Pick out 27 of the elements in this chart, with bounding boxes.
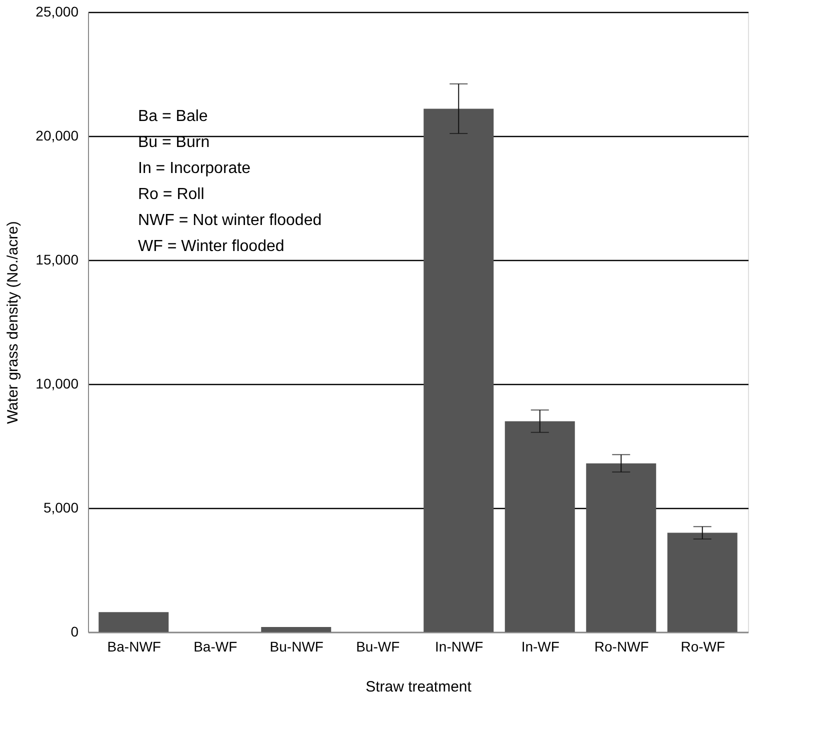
bar	[98, 612, 169, 632]
bar	[424, 108, 494, 632]
bar	[504, 421, 575, 632]
bar	[586, 463, 656, 632]
x-tick-label: Ba-NWF	[107, 638, 161, 654]
x-tick-label: Ro-WF	[680, 638, 726, 654]
y-tick-label: 25,000	[36, 4, 79, 20]
bar	[261, 627, 332, 632]
annotation: Ro = Roll	[138, 186, 204, 203]
y-tick-label: 10,000	[36, 376, 79, 392]
x-tick-label: Bu-WF	[356, 638, 400, 654]
annotation: Ba = Bale	[138, 108, 208, 125]
annotation: In = Incorporate	[138, 160, 251, 177]
y-tick-label: 15,000	[36, 252, 79, 268]
y-tick-label: 5,000	[43, 500, 79, 516]
x-axis-title: Straw treatment	[366, 678, 472, 696]
y-axis-title: Water grass density (No./acre)	[4, 221, 22, 424]
x-tick-label: Bu-NWF	[270, 638, 324, 654]
annotation: WF = Winter flooded	[138, 238, 284, 255]
x-tick-label: In-WF	[521, 638, 560, 654]
bar	[667, 532, 738, 632]
x-tick-label: Ba-WF	[194, 638, 238, 654]
annotation: NWF = Not winter flooded	[138, 212, 322, 229]
y-tick-label: 0	[70, 624, 79, 640]
x-tick-label: In-NWF	[435, 638, 484, 654]
x-tick-label: Ro-NWF	[594, 638, 649, 654]
y-tick-label: 20,000	[36, 128, 79, 144]
